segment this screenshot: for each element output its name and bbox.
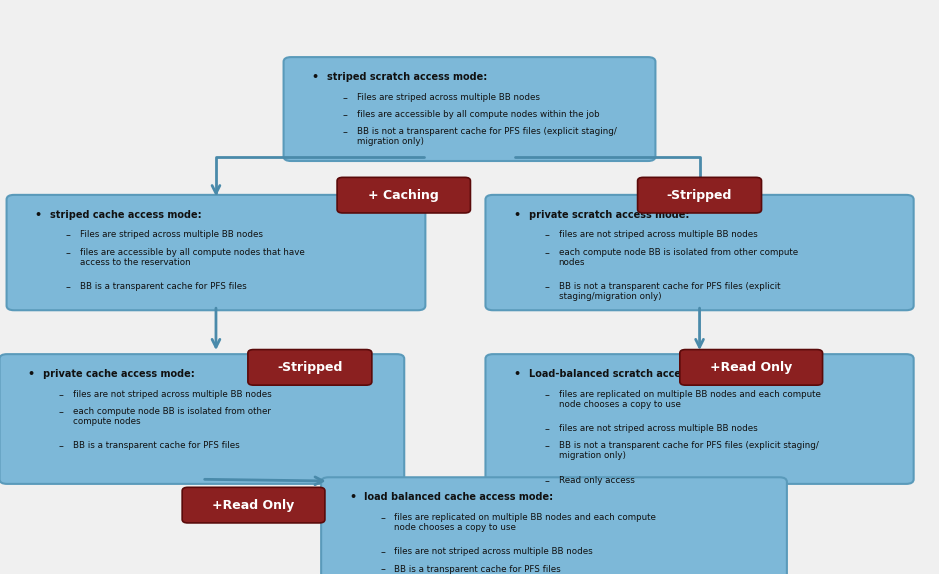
Text: –: –: [545, 230, 549, 241]
Text: Files are striped across multiple BB nodes: Files are striped across multiple BB nod…: [357, 92, 540, 102]
FancyBboxPatch shape: [337, 177, 470, 213]
Text: each compute node BB is isolated from other compute
nodes: each compute node BB is isolated from ot…: [559, 248, 798, 267]
Text: –: –: [66, 230, 70, 241]
Text: Files are striped across multiple BB nodes: Files are striped across multiple BB nod…: [80, 230, 263, 239]
Text: –: –: [380, 548, 385, 557]
Text: striped cache access mode:: striped cache access mode:: [50, 210, 201, 220]
Text: Read only access: Read only access: [559, 476, 635, 485]
Text: •: •: [35, 210, 42, 220]
Text: files are not striped across multiple BB nodes: files are not striped across multiple BB…: [73, 390, 271, 399]
Text: –: –: [380, 565, 385, 574]
Text: BB is a transparent cache for PFS files: BB is a transparent cache for PFS files: [73, 441, 239, 451]
Text: –: –: [343, 127, 347, 137]
Text: –: –: [343, 92, 347, 103]
Text: BB is a transparent cache for PFS files: BB is a transparent cache for PFS files: [80, 282, 247, 291]
Text: –: –: [545, 248, 549, 258]
Text: –: –: [66, 282, 70, 292]
Text: •: •: [514, 369, 521, 379]
Text: -Stripped: -Stripped: [667, 189, 732, 201]
Text: files are accessible by all compute nodes within the job: files are accessible by all compute node…: [357, 110, 599, 119]
Text: –: –: [58, 390, 64, 400]
Text: -Stripped: -Stripped: [277, 361, 343, 374]
Text: •: •: [312, 72, 319, 82]
Text: striped scratch access mode:: striped scratch access mode:: [327, 72, 487, 82]
Text: •: •: [514, 210, 521, 220]
FancyBboxPatch shape: [321, 478, 787, 574]
Text: –: –: [545, 441, 549, 451]
Text: files are replicated on multiple BB nodes and each compute
node chooses a copy t: files are replicated on multiple BB node…: [559, 390, 821, 409]
Text: –: –: [545, 390, 549, 400]
Text: private scratch access mode:: private scratch access mode:: [529, 210, 689, 220]
Text: +Read Only: +Read Only: [212, 499, 295, 511]
Text: –: –: [58, 407, 64, 417]
Text: +Read Only: +Read Only: [710, 361, 793, 374]
Text: files are replicated on multiple BB nodes and each compute
node chooses a copy t: files are replicated on multiple BB node…: [394, 513, 656, 532]
Text: •: •: [28, 369, 35, 379]
Text: –: –: [545, 476, 549, 486]
Text: + Caching: + Caching: [368, 189, 439, 201]
Text: BB is not a transparent cache for PFS files (explicit staging/
migration only): BB is not a transparent cache for PFS fi…: [559, 441, 819, 460]
Text: private cache access mode:: private cache access mode:: [43, 369, 194, 379]
FancyBboxPatch shape: [248, 350, 372, 385]
Text: BB is not a transparent cache for PFS files (explicit staging/
migration only): BB is not a transparent cache for PFS fi…: [357, 127, 617, 146]
Text: load balanced cache access mode:: load balanced cache access mode:: [364, 492, 553, 502]
Text: •: •: [349, 492, 357, 502]
FancyBboxPatch shape: [485, 354, 914, 484]
Text: –: –: [545, 424, 549, 434]
Text: each compute node BB is isolated from other
compute nodes: each compute node BB is isolated from ot…: [73, 407, 270, 426]
FancyBboxPatch shape: [182, 487, 325, 523]
Text: –: –: [58, 441, 64, 451]
FancyBboxPatch shape: [7, 195, 425, 310]
Text: –: –: [380, 513, 385, 523]
Text: files are accessible by all compute nodes that have
access to the reservation: files are accessible by all compute node…: [80, 248, 304, 267]
FancyBboxPatch shape: [485, 195, 914, 310]
FancyBboxPatch shape: [638, 177, 762, 213]
Text: –: –: [545, 282, 549, 292]
Text: files are not striped across multiple BB nodes: files are not striped across multiple BB…: [559, 424, 758, 433]
Text: BB is not a transparent cache for PFS files (explicit
staging/migration only): BB is not a transparent cache for PFS fi…: [559, 282, 780, 301]
Text: files are not striped across multiple BB nodes: files are not striped across multiple BB…: [394, 548, 593, 556]
FancyBboxPatch shape: [284, 57, 655, 161]
Text: Load-balanced scratch access mode:: Load-balanced scratch access mode:: [529, 369, 730, 379]
Text: –: –: [66, 248, 70, 258]
FancyBboxPatch shape: [680, 350, 823, 385]
Text: files are not striped across multiple BB nodes: files are not striped across multiple BB…: [559, 230, 758, 239]
Text: –: –: [343, 110, 347, 120]
Text: BB is a transparent cache for PFS files: BB is a transparent cache for PFS files: [394, 565, 562, 573]
FancyBboxPatch shape: [0, 354, 405, 484]
